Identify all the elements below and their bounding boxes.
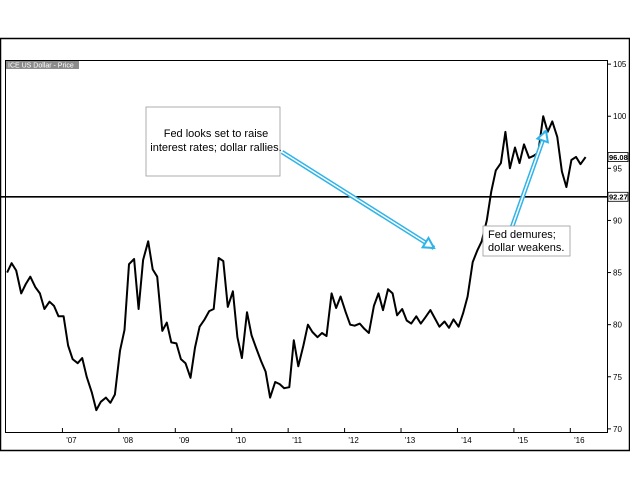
y-tick-label: 75 (613, 373, 622, 382)
x-tick-label: '09 (179, 436, 190, 445)
x-tick-label: '15 (518, 436, 529, 445)
annotation-arrows (280, 129, 550, 250)
last-value-tag: 96.08 (607, 152, 629, 162)
x-tick-label: '13 (405, 436, 416, 445)
annotation-line: Fed looks set to raise (164, 128, 269, 140)
annotation-fed-demures: Fed demures; dollar weakens. (482, 225, 571, 257)
x-tick-label: '16 (574, 436, 585, 445)
last-value-label: 96.08 (609, 153, 628, 162)
reference-value-tag-box (607, 191, 629, 202)
arrow-fed-demures (509, 129, 550, 228)
legend-box (6, 61, 79, 69)
x-axis: '07 '08 '09 '10 '11 '12 '13 '14 '15 '16 (61, 428, 585, 445)
y-tick-label: 90 (613, 216, 622, 225)
legend-label: ICE US Dollar - Price (8, 63, 74, 70)
arrow-fed-raise (280, 150, 436, 250)
y-axis: 70 75 80 85 90 95 100 105 (607, 60, 627, 434)
y-tick-label: 100 (613, 112, 627, 121)
x-tick-label: '12 (348, 436, 359, 445)
x-tick-label: '14 (461, 436, 472, 445)
y-tick-label: 95 (613, 164, 622, 173)
annotation-line: interest rates; dollar rallies. (150, 142, 281, 154)
last-value-tag-box (607, 152, 629, 162)
y-tick-label: 70 (613, 425, 622, 434)
annotation-box (482, 225, 571, 257)
annotation-fed-raise: Fed looks set to raise interest rates; d… (145, 106, 282, 177)
x-tick-label: '07 (66, 436, 77, 445)
annotation-box (145, 106, 281, 177)
y-tick-label: 85 (613, 269, 622, 278)
y-tick-label: 105 (613, 60, 627, 69)
x-tick-label: '11 (292, 436, 302, 445)
annotation-line: Fed demures; (488, 229, 556, 241)
reference-value-tag: 92.27 (607, 191, 629, 202)
annotation-line: dollar weakens. (488, 242, 564, 254)
legend: ICE US Dollar - Price (6, 61, 79, 70)
y-tick-label: 80 (613, 321, 622, 330)
reference-value-label: 92.27 (609, 193, 628, 202)
series-line-ice-us-dollar (6, 115, 587, 412)
x-tick-label: '10 (236, 436, 247, 445)
x-tick-label: '08 (123, 436, 134, 445)
